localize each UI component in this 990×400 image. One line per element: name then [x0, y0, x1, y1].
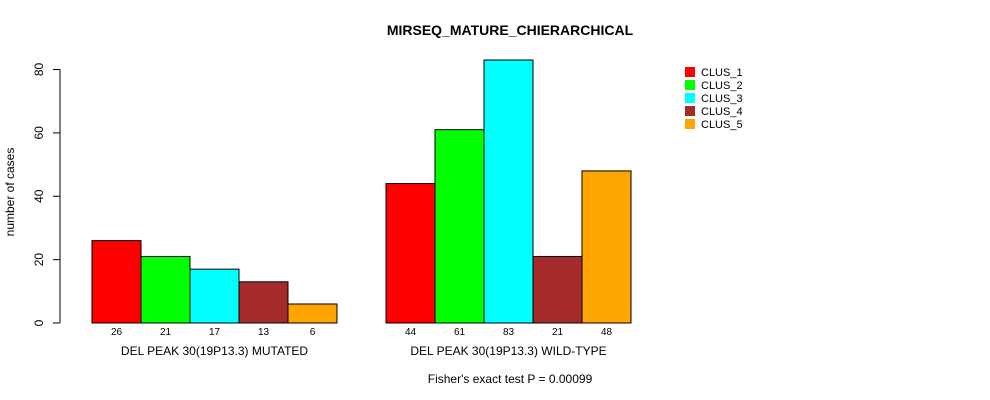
legend-swatch	[685, 93, 695, 103]
bar-clus_5	[581, 170, 632, 324]
y-tick-label: 40	[32, 189, 46, 203]
bar-clus_1	[91, 240, 142, 324]
legend-swatch	[685, 67, 695, 77]
legend-label: CLUS_1	[701, 67, 743, 79]
bar-clus_4	[238, 281, 289, 324]
bar-value-label: 6	[310, 327, 316, 338]
footnote: Fisher's exact test P = 0.00099	[428, 372, 593, 386]
bar-value-label: 61	[454, 327, 466, 338]
legend-label: CLUS_5	[701, 119, 743, 131]
bar-clus_2	[434, 129, 485, 324]
y-tick-label: 0	[32, 319, 46, 326]
group-labels: DEL PEAK 30(19P13.3) MUTATED DEL PEAK 30(…	[121, 344, 607, 358]
group-label: DEL PEAK 30(19P13.3) MUTATED	[121, 344, 309, 358]
bar-clus_2	[140, 255, 191, 324]
legend-swatch	[685, 80, 695, 90]
legend-swatch	[685, 119, 695, 129]
bar-clus_1	[385, 183, 436, 324]
legend-label: CLUS_4	[701, 106, 743, 118]
legend-label: CLUS_3	[701, 93, 743, 105]
bar-value-label: 21	[160, 327, 172, 338]
bar-clus_4	[532, 255, 583, 324]
y-tick-label: 20	[32, 253, 46, 267]
bar-value-label: 44	[405, 327, 417, 338]
bar-clus_3	[189, 268, 240, 324]
bar-clus_3	[483, 59, 534, 324]
y-axis-label: number of cases	[3, 148, 17, 237]
bar-value-label: 48	[601, 327, 613, 338]
bar-value-label: 26	[111, 327, 123, 338]
bar-clus_5	[287, 303, 338, 324]
chart-title: MIRSEQ_MATURE_CHIERARCHICAL	[387, 22, 634, 38]
bar-value-label: 21	[552, 327, 564, 338]
y-tick-label: 60	[32, 126, 46, 140]
group-label: DEL PEAK 30(19P13.3) WILD-TYPE	[410, 344, 606, 358]
y-axis: 0 20 40 60 80	[32, 63, 61, 326]
bar-value-label: 13	[258, 327, 270, 338]
y-ticks: 0 20 40 60 80	[32, 63, 60, 326]
y-tick-label: 80	[32, 63, 46, 77]
bars: 26 21 17 13 6 44 61 83 21 48	[91, 59, 632, 338]
legend-swatch	[685, 106, 695, 116]
bar-value-label: 83	[503, 327, 515, 338]
bar-value-label: 17	[209, 327, 221, 338]
legend-label: CLUS_2	[701, 80, 743, 92]
